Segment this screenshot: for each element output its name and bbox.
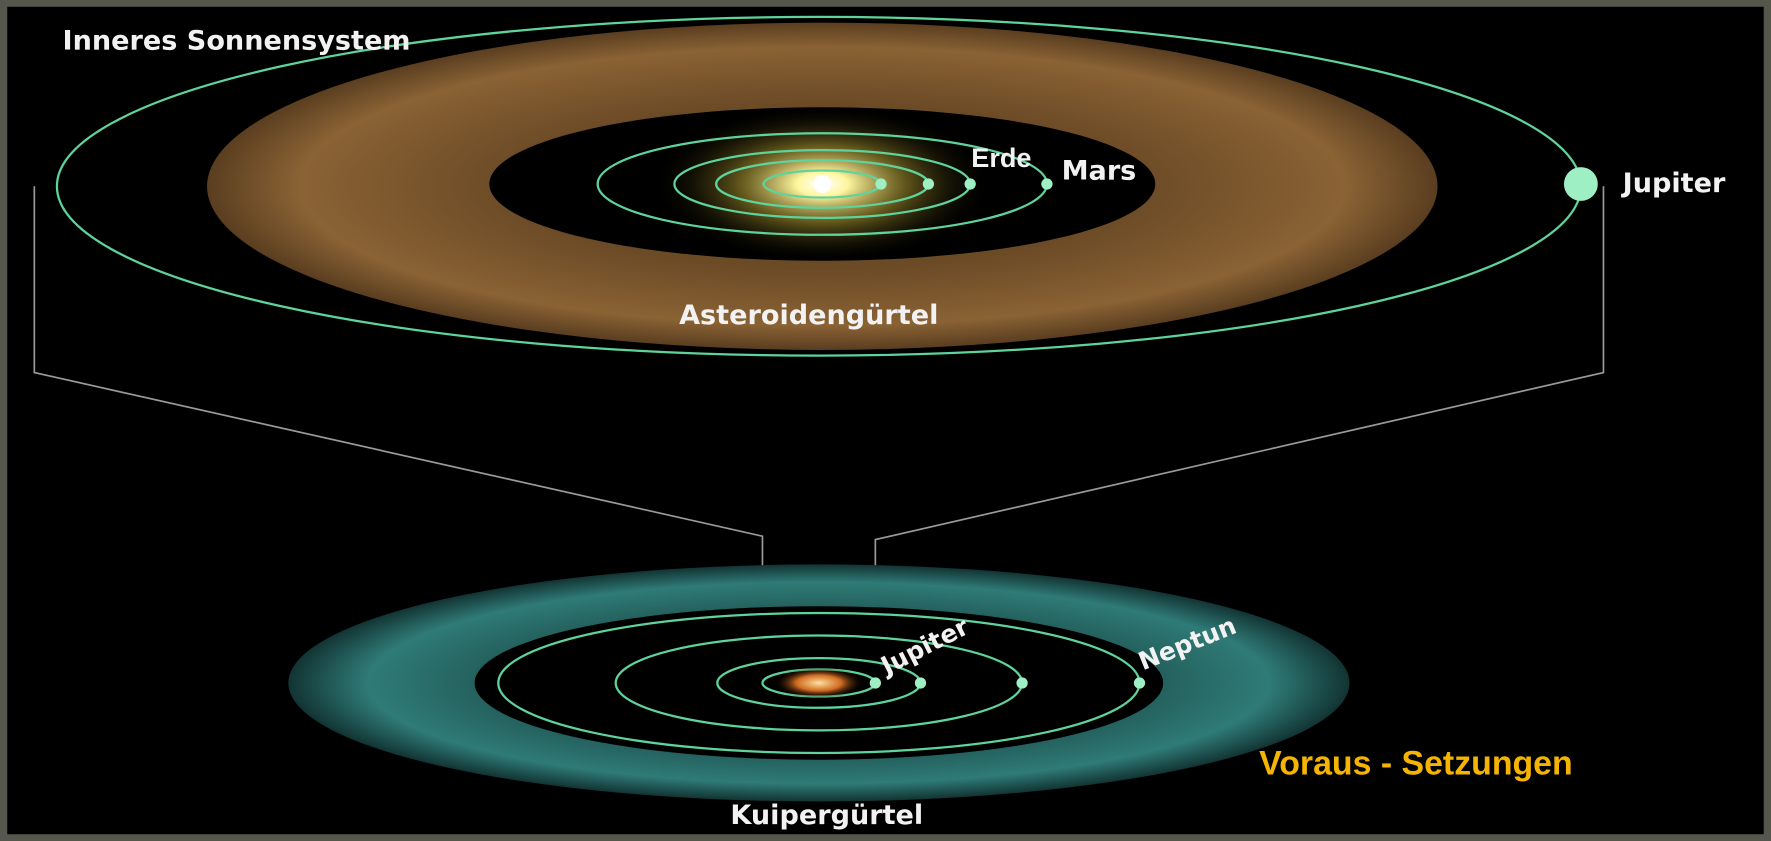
- label: Asteroidengürtel: [679, 300, 938, 331]
- caption: Voraus - Setzungen: [1259, 744, 1573, 782]
- planet: [1016, 677, 1027, 688]
- planet: [870, 677, 881, 688]
- sun: [774, 667, 864, 699]
- planet: [1041, 178, 1052, 189]
- sun: [813, 175, 831, 193]
- planet: [915, 677, 926, 688]
- planet: [1134, 677, 1145, 688]
- page: Inneres Sonnensystem Erde Mars Jupiter A…: [0, 0, 1771, 841]
- title: Inneres Sonnensystem: [63, 26, 411, 57]
- diagram: Inneres Sonnensystem Erde Mars Jupiter A…: [0, 0, 1771, 841]
- label: Kuipergürtel: [730, 800, 923, 831]
- label: Mars: [1062, 155, 1137, 186]
- planet: [965, 178, 976, 189]
- label: Erde: [971, 142, 1031, 173]
- planet: [1564, 167, 1598, 201]
- planet: [923, 178, 934, 189]
- label: Jupiter: [1621, 168, 1726, 199]
- planet: [875, 178, 886, 189]
